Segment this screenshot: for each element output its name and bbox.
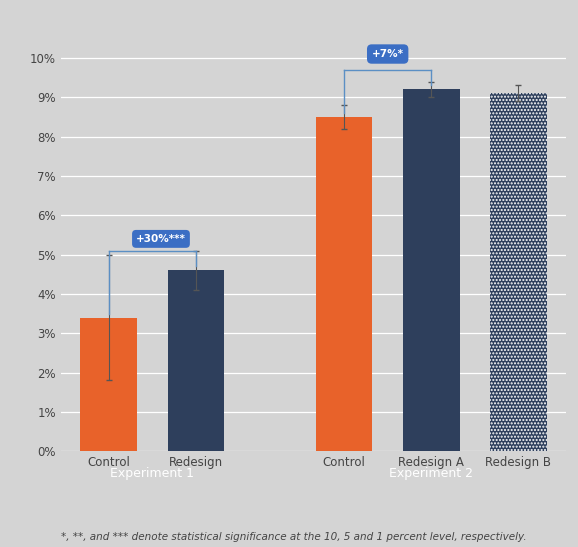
Text: Experiment 1: Experiment 1 <box>110 467 194 480</box>
Bar <box>403 89 460 451</box>
Bar <box>168 270 224 451</box>
Text: +7%*: +7%* <box>372 49 403 59</box>
Bar <box>316 117 372 451</box>
Bar <box>490 94 547 451</box>
Bar <box>490 94 547 451</box>
Bar <box>80 318 137 451</box>
Text: *, **, and *** denote statistical significance at the 10, 5 and 1 percent level,: *, **, and *** denote statistical signif… <box>61 532 527 542</box>
Text: Experiment 2: Experiment 2 <box>389 467 473 480</box>
Text: +30%***: +30%*** <box>136 234 186 244</box>
